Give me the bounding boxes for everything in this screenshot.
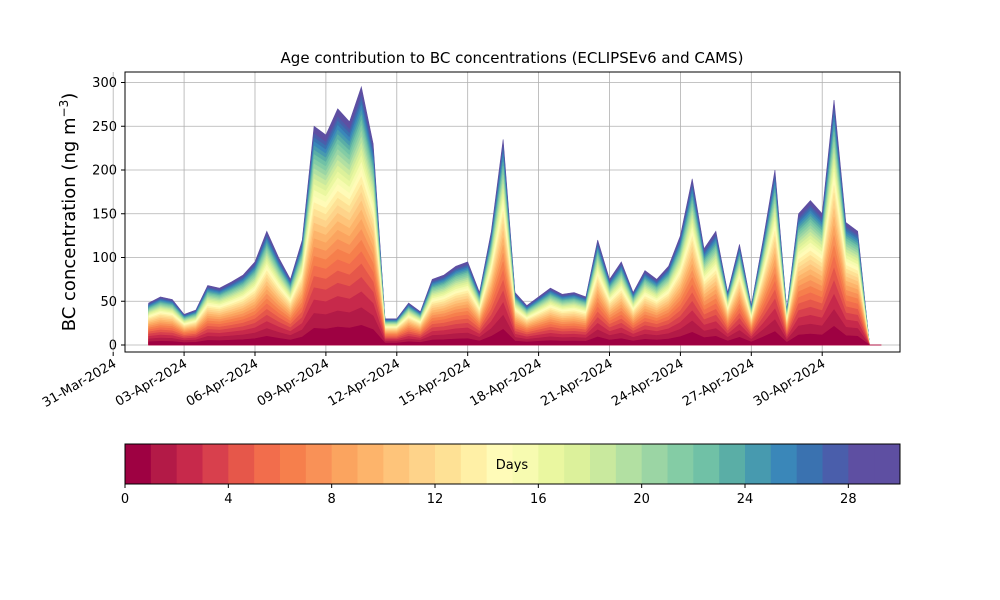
y-tick-label: 150 <box>92 207 117 222</box>
age-layer-day-0 <box>148 325 882 346</box>
colorbar-segment-1 <box>150 444 178 484</box>
colorbar-segment-19 <box>615 444 643 484</box>
colorbar-segment-21 <box>667 444 694 484</box>
colorbar-segment-11 <box>409 444 436 484</box>
y-axis-label-main: BC concentration (ng m <box>59 117 80 331</box>
colorbar-segment-24 <box>745 444 772 484</box>
colorbar-segment-15 <box>512 444 539 484</box>
colorbar-tick-label: 8 <box>328 492 336 507</box>
colorbar-segment-20 <box>641 444 668 484</box>
colorbar-segment-23 <box>719 444 746 484</box>
colorbar-segment-13 <box>460 444 488 484</box>
colorbar-segment-8 <box>331 444 358 484</box>
colorbar <box>125 444 901 484</box>
y-tick-label: 50 <box>100 295 117 310</box>
y-axis-label: BC concentration (ng m−3) <box>57 93 80 332</box>
y-tick-label: 100 <box>92 251 117 266</box>
y-tick-label: 250 <box>92 120 117 135</box>
colorbar-tick-label: 20 <box>633 492 650 507</box>
colorbar-segment-4 <box>228 444 255 484</box>
colorbar-segment-7 <box>305 444 333 484</box>
colorbar-segment-10 <box>383 444 410 484</box>
colorbar-segment-25 <box>770 444 798 484</box>
colorbar-tick-label: 4 <box>224 492 232 507</box>
colorbar-segment-2 <box>176 444 203 484</box>
plot-frame <box>124 71 901 353</box>
colorbar-segment-18 <box>590 444 617 484</box>
y-axis-label-superscript: −3 <box>57 100 71 118</box>
colorbar-tick-label: 28 <box>840 492 857 507</box>
colorbar-segment-17 <box>564 444 591 484</box>
colorbar-segment-5 <box>254 444 281 484</box>
y-axis-label-end: ) <box>59 93 80 100</box>
colorbar-tick-label: 24 <box>737 492 754 507</box>
y-axis: 0 50 100 150 200 250 300 <box>92 76 125 354</box>
colorbar-segment-28 <box>848 444 875 484</box>
colorbar-segment-16 <box>538 444 565 484</box>
y-tick-label: 200 <box>92 164 117 179</box>
colorbar-frame <box>124 443 901 485</box>
colorbar-segment-29 <box>874 444 901 484</box>
y-tick-label: 300 <box>92 76 117 91</box>
colorbar-ticks: 0 4 8 12 16 20 24 28 <box>121 484 857 507</box>
colorbar-segment-26 <box>796 444 823 484</box>
stacked-areas <box>148 85 882 346</box>
colorbar-segment-12 <box>435 444 462 484</box>
chart-title: Age contribution to BC concentrations (E… <box>281 49 744 67</box>
y-tick-label: 0 <box>109 339 117 354</box>
colorbar-segment-14 <box>486 444 513 484</box>
colorbar-segment-0 <box>125 444 152 484</box>
colorbar-segment-6 <box>280 444 307 484</box>
colorbar-tick-label: 0 <box>121 492 129 507</box>
colorbar-segment-22 <box>693 444 720 484</box>
colorbar-label: Days <box>496 458 529 473</box>
colorbar-segment-9 <box>357 444 384 484</box>
colorbar-tick-label: 12 <box>427 492 444 507</box>
colorbar-tick-label: 16 <box>530 492 547 507</box>
colorbar-segment-3 <box>202 444 229 484</box>
colorbar-segment-27 <box>822 444 849 484</box>
